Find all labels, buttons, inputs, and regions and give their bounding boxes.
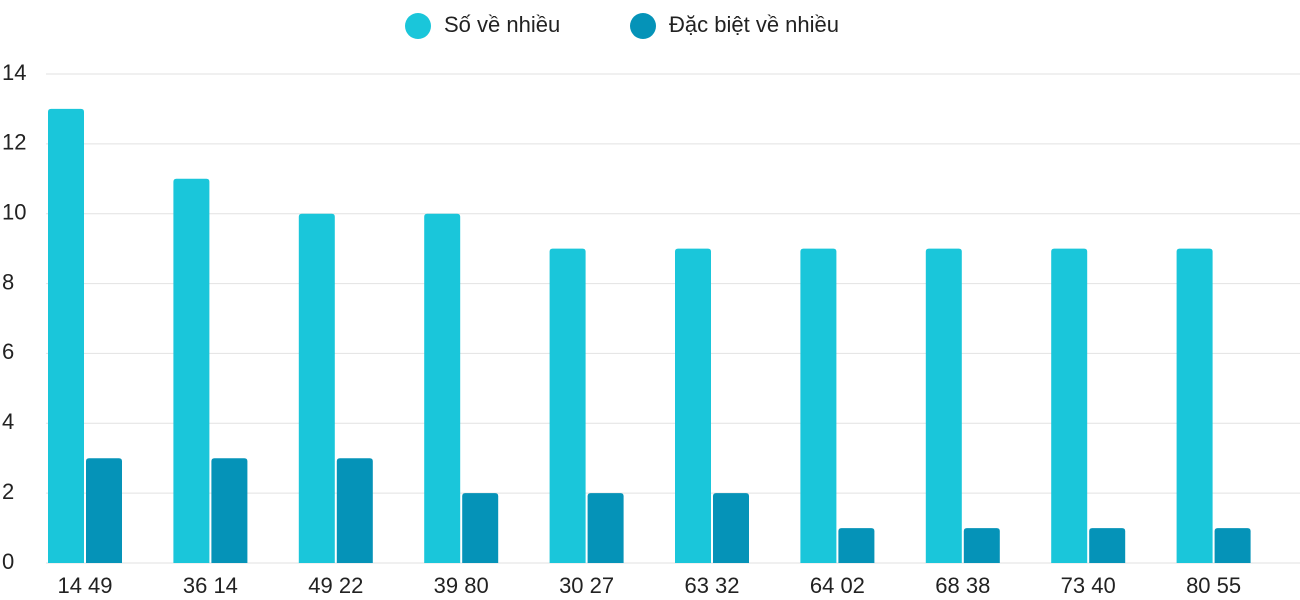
bar [1051,248,1088,563]
bar [1176,248,1213,563]
x-tick-label: 39 80 [434,573,489,598]
y-tick-label: 8 [2,269,14,294]
bar [1214,528,1251,563]
x-tick-label: 64 02 [810,573,865,598]
bar [587,493,624,563]
y-tick-label: 0 [2,549,14,574]
bar [1089,528,1126,563]
x-tick-label: 63 32 [684,573,739,598]
y-tick-label: 14 [2,60,26,85]
x-tick-label: 36 14 [183,573,238,598]
bar [173,178,210,564]
bar [800,248,837,563]
x-tick-label: 30 27 [559,573,614,598]
y-tick-label: 6 [2,339,14,364]
bar [48,108,84,563]
x-tick-label: 68 38 [935,573,990,598]
bar [298,213,335,563]
bar [963,528,1000,563]
legend-label: Đặc biệt về nhiều [669,12,839,37]
bar [838,528,875,563]
bar [675,248,711,563]
bar [336,458,373,563]
x-tick-label: 80 55 [1186,573,1241,598]
x-tick-label: 73 40 [1061,573,1116,598]
y-tick-label: 2 [2,479,14,504]
legend-marker [630,13,656,39]
y-tick-label: 10 [2,200,26,225]
bar [211,458,248,563]
legend-label: Số về nhiều [444,12,560,37]
bar [925,248,962,563]
x-tick-label: 14 49 [57,573,112,598]
y-tick-label: 4 [2,409,14,434]
bar [462,493,499,563]
legend-marker [405,13,431,39]
bar [713,493,749,563]
y-tick-label: 12 [2,130,26,155]
x-tick-label: 49 22 [308,573,363,598]
bar [86,458,122,563]
bar [549,248,586,563]
bar [424,213,461,563]
